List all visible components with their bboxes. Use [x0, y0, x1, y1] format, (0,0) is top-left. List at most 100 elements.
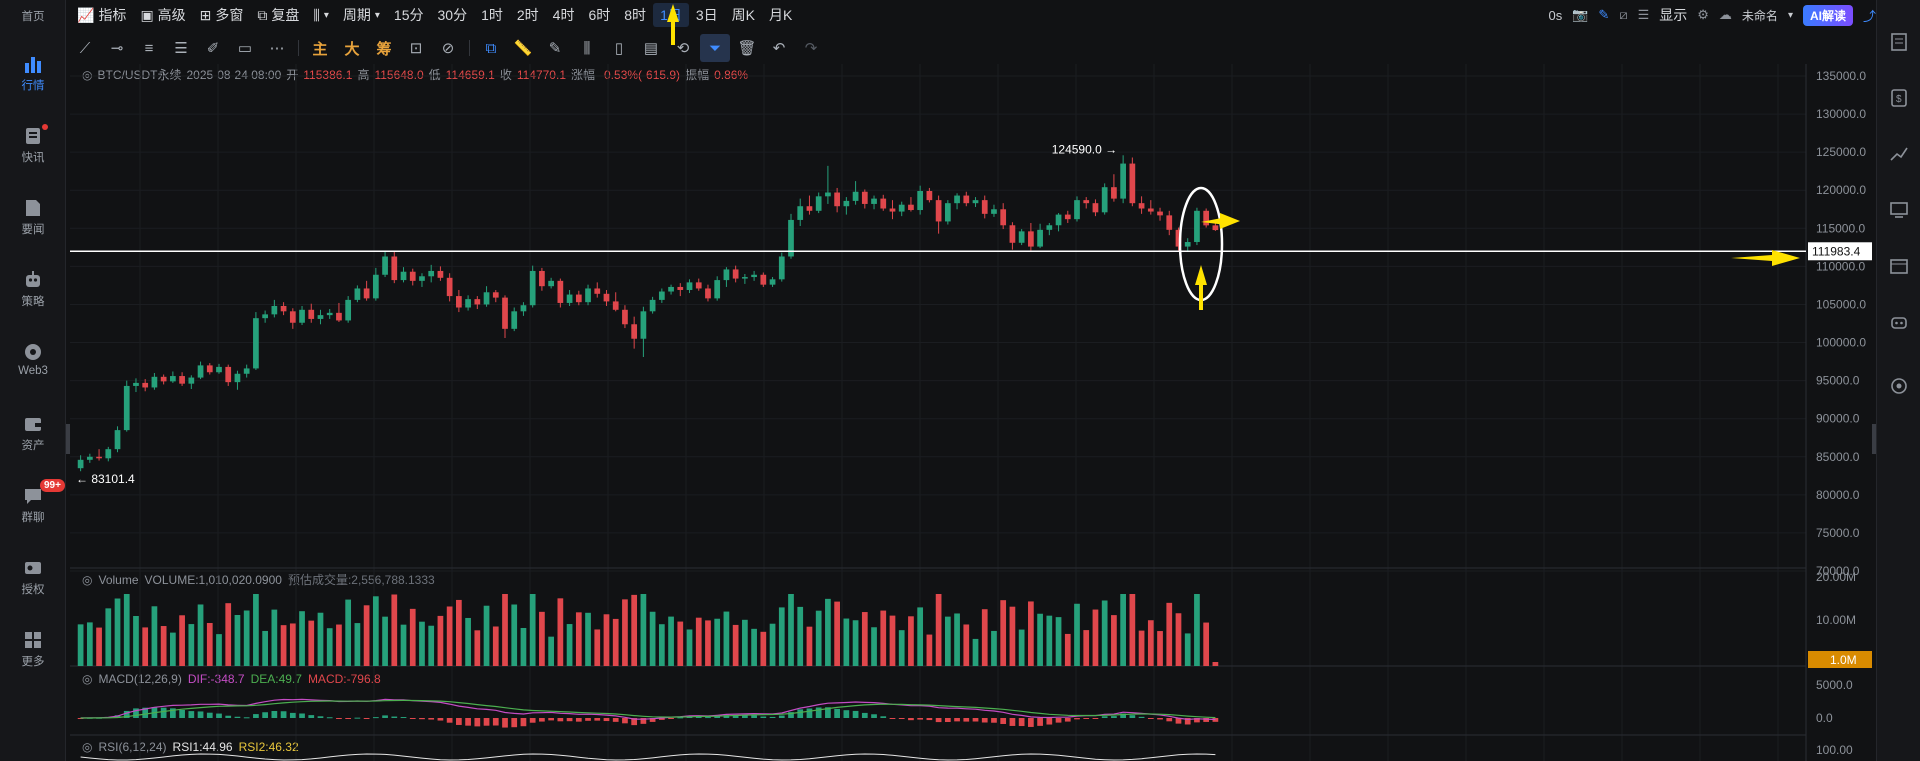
candle-body — [234, 373, 241, 383]
hide-icon[interactable]: ⊘ — [441, 40, 455, 57]
volume-bar — [1129, 594, 1136, 666]
save-icon[interactable]: ▤ — [643, 40, 659, 57]
volume-bar — [419, 621, 425, 666]
eye-icon[interactable]: ◎ — [82, 672, 93, 686]
nav-market[interactable]: 行情 — [0, 55, 66, 93]
note-icon[interactable]: ▯ — [614, 40, 624, 57]
volume-bar — [1046, 615, 1053, 666]
display-button[interactable]: 显示 — [1659, 7, 1688, 23]
nav-strategy[interactable]: 策略 — [0, 271, 66, 309]
volume-bar — [1101, 600, 1108, 666]
multiwindow-button[interactable]: ⊞ 多窗 — [193, 3, 251, 27]
nav-more[interactable]: 更多 — [0, 631, 66, 669]
macd-bar — [409, 718, 416, 719]
candle-body — [243, 368, 250, 374]
nav-news-label: 要闻 — [21, 224, 45, 236]
trash-icon[interactable]: 🗑 — [737, 40, 757, 57]
chip-button[interactable]: 筹 — [376, 40, 392, 58]
nav-home[interactable]: 首页 — [0, 8, 66, 24]
interval-tab[interactable]: 月K — [769, 7, 793, 23]
candle-body — [760, 274, 767, 285]
interval-tab[interactable]: 8时 — [624, 7, 647, 23]
price-tick: 90000.0 — [1816, 412, 1860, 426]
price-tick: 125000.0 — [1816, 145, 1866, 159]
settings-circle-icon[interactable] — [1889, 376, 1909, 396]
ruler-icon[interactable]: 📏 — [513, 40, 533, 57]
volume-bar — [612, 618, 619, 666]
nav-chat[interactable]: 99+ 群聊 — [0, 479, 66, 525]
advanced-button[interactable]: ▣ 高级 — [133, 3, 192, 27]
volume-bar — [566, 624, 573, 666]
macd-bar — [1064, 718, 1071, 722]
candle-body — [575, 294, 582, 303]
interval-tab[interactable]: 4时 — [552, 7, 575, 23]
document-icon[interactable]: ☰ — [1637, 7, 1650, 22]
candle-body — [280, 305, 287, 312]
macd-bar — [751, 715, 757, 718]
share-icon[interactable]: ⤴ — [1862, 8, 1876, 24]
nav-auth[interactable]: 授权 — [0, 559, 66, 597]
replay-button[interactable]: ⧉ 复盘 — [250, 3, 306, 27]
volume-bar — [151, 606, 158, 666]
chevron-down-icon: ▾ — [374, 9, 380, 21]
macd-tick: 0.0 — [1816, 711, 1833, 725]
ai-explain-button[interactable]: AI解读 — [1802, 4, 1853, 26]
robot-icon[interactable] — [1889, 312, 1909, 332]
horizontal-line-icon[interactable]: ⊸ — [110, 40, 124, 57]
interval-tab[interactable]: 30分 — [437, 7, 468, 23]
filter-icon[interactable]: ⏷ — [700, 34, 730, 62]
macd-bar — [631, 718, 638, 726]
macd-bar — [1101, 716, 1108, 718]
pencil-icon[interactable]: ✎ — [548, 40, 562, 57]
candle-icon[interactable]: ⫼ — [583, 39, 591, 57]
document-icon[interactable] — [1889, 32, 1909, 52]
interval-tab[interactable]: 2时 — [516, 7, 539, 23]
redo-icon[interactable]: ↷ — [804, 40, 818, 57]
nav-assets[interactable]: 资产 — [0, 415, 66, 453]
lock-icon[interactable]: ⊡ — [409, 40, 423, 57]
parallel-channel-icon[interactable]: ≡ — [144, 39, 154, 57]
candle-body — [419, 276, 425, 281]
macd-bar — [400, 717, 407, 719]
interval-tab[interactable]: 15分 — [393, 7, 424, 23]
big-order-button[interactable]: 大 — [344, 40, 360, 58]
coin-icon[interactable]: $ — [1889, 88, 1909, 108]
brush-icon[interactable]: ✐ — [206, 40, 220, 57]
multiwindow-icon: ⊞ — [199, 6, 212, 23]
candle-body — [861, 191, 868, 204]
interval-tab[interactable]: 3日 — [695, 7, 718, 23]
macd-bar — [317, 716, 324, 718]
camera-icon[interactable]: 📷 — [1572, 7, 1589, 22]
layout-name[interactable]: 未命名 — [1741, 8, 1778, 23]
eye-icon[interactable]: ◎ — [82, 67, 93, 82]
pen-icon[interactable]: ✎ — [1598, 7, 1610, 22]
magnet-icon[interactable]: ⟲ — [676, 40, 690, 57]
edit-icon[interactable]: ⧄ — [1619, 7, 1628, 22]
eye-icon[interactable]: ◎ — [82, 572, 93, 587]
interval-tab[interactable]: 6时 — [588, 7, 611, 23]
nav-news[interactable]: 要闻 — [0, 199, 66, 237]
undo-icon[interactable]: ↶ — [772, 40, 786, 57]
trend-line-icon[interactable]: ⟋ — [79, 39, 91, 57]
price-chart[interactable]: 135000.0 130000.0 125000.0 120000.0 115000.0… — [0, 0, 1876, 761]
eye-icon[interactable]: ◎ — [82, 740, 93, 754]
nav-web3[interactable]: Web3 — [0, 343, 66, 377]
indicator-button[interactable]: 📈 指标 — [70, 3, 133, 27]
macd-bar — [585, 718, 591, 721]
indicator-label: 指标 — [98, 7, 127, 23]
period-dropdown[interactable]: 周期 ▾ — [336, 3, 387, 27]
copy-icon[interactable]: ⧉ — [485, 39, 497, 57]
chart-type-button[interactable]: ⫼ ▾ — [306, 3, 335, 27]
calendar-icon[interactable] — [1889, 256, 1909, 276]
interval-tab[interactable]: 1时 — [481, 7, 503, 23]
measure-icon[interactable]: ▭ — [237, 40, 253, 57]
more-tools-icon[interactable]: ⋯ — [269, 40, 285, 57]
monitor-icon[interactable] — [1889, 200, 1909, 220]
gear-icon[interactable]: ⚙ — [1697, 7, 1709, 22]
interval-tab[interactable]: 周K — [731, 7, 755, 23]
macd-bar — [889, 718, 896, 719]
main-indicator-button[interactable]: 主 — [312, 40, 328, 58]
fib-icon[interactable]: ☰ — [174, 40, 188, 57]
nav-flash[interactable]: 快讯 — [0, 124, 66, 165]
trend-icon[interactable] — [1889, 144, 1909, 164]
